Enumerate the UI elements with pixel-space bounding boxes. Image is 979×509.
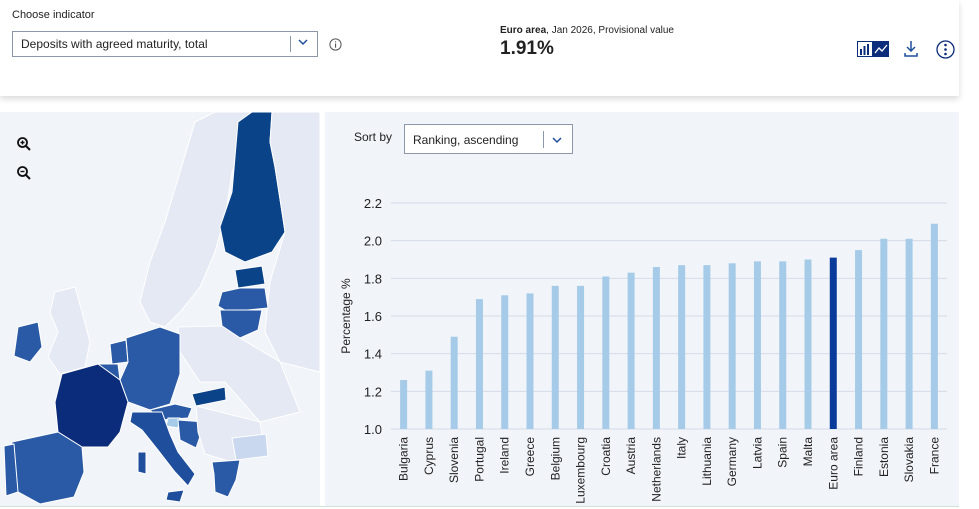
x-tick-label: Estonia bbox=[877, 437, 891, 477]
map-region-ireland[interactable] bbox=[13, 321, 43, 363]
europe-map-canvas bbox=[3, 112, 320, 505]
x-tick-label: Ireland bbox=[498, 437, 512, 474]
map-region-france[interactable] bbox=[54, 363, 129, 448]
bar-chart: 1.0 1.2 1.4 1.6 1.8 2.0 2.2 Percentage % Bulgari… bbox=[339, 196, 947, 504]
select-divider bbox=[543, 131, 544, 148]
info-icon[interactable] bbox=[329, 38, 342, 51]
bar-austria[interactable] bbox=[627, 272, 635, 429]
bar-greece[interactable] bbox=[526, 293, 534, 429]
x-tick-label: Lithuania bbox=[700, 437, 714, 486]
x-tick-label: Belgium bbox=[548, 437, 562, 480]
bar-germany[interactable] bbox=[728, 263, 736, 429]
map-region-uk bbox=[47, 286, 91, 375]
y-tick-label: 1.0 bbox=[364, 422, 382, 437]
area-name: Euro area bbox=[500, 25, 547, 36]
zoom-out-icon[interactable] bbox=[16, 165, 32, 181]
map-region-lithuania[interactable] bbox=[219, 309, 263, 339]
map-region-bulgaria[interactable] bbox=[231, 433, 269, 461]
map-region-east bbox=[264, 112, 320, 373]
bar-latvia[interactable] bbox=[753, 261, 761, 429]
headline-value: 1.91% bbox=[500, 38, 554, 59]
footer-divider bbox=[0, 506, 959, 507]
bar-luxembourg[interactable] bbox=[577, 285, 585, 429]
bar-bulgaria[interactable] bbox=[400, 380, 408, 429]
y-tick-label: 1.8 bbox=[364, 271, 382, 286]
bar-slovakia[interactable] bbox=[905, 238, 913, 429]
x-tick-label: Bulgaria bbox=[397, 437, 411, 481]
x-tick-label: Slovakia bbox=[902, 437, 916, 483]
bar-lithuania[interactable] bbox=[703, 265, 711, 429]
bar-belgium[interactable] bbox=[551, 285, 559, 429]
x-tick-label: Austria bbox=[624, 437, 638, 475]
x-tick-label: Finland bbox=[852, 437, 866, 476]
x-tick-label: Spain bbox=[776, 437, 790, 468]
download-icon[interactable] bbox=[903, 40, 919, 58]
x-tick-label: Greece bbox=[523, 437, 537, 477]
indicator-header: Choose indicator Deposits with agreed ma… bbox=[0, 0, 959, 96]
x-tick-label: Slovenia bbox=[447, 437, 461, 483]
europe-map[interactable] bbox=[0, 112, 320, 507]
chart-panel: 1.0 1.2 1.4 1.6 1.8 2.0 2.2 Percentage % Bulgari… bbox=[325, 112, 959, 507]
map-region-central-east bbox=[177, 325, 301, 423]
map-region-slovenia[interactable] bbox=[165, 417, 181, 429]
bar-cyprus[interactable] bbox=[425, 370, 433, 429]
y-tick-label: 1.4 bbox=[364, 347, 382, 362]
x-tick-label: Italy bbox=[675, 437, 689, 459]
map-region-slovakia[interactable] bbox=[191, 386, 227, 407]
bar-line-chart-icon[interactable] bbox=[857, 41, 889, 57]
more-options-icon[interactable] bbox=[936, 40, 955, 59]
x-tick-label: Germany bbox=[725, 437, 739, 486]
x-tick-label: Cyprus bbox=[422, 437, 436, 475]
sort-select[interactable]: Ranking, ascending bbox=[404, 124, 573, 154]
sort-select-value: Ranking, ascending bbox=[413, 133, 519, 147]
sort-by-label: Sort by bbox=[354, 130, 393, 144]
indicator-select-value: Deposits with agreed maturity, total bbox=[21, 37, 208, 51]
bar-spain[interactable] bbox=[779, 261, 787, 429]
y-tick-label: 2.0 bbox=[364, 234, 382, 249]
bar-croatia[interactable] bbox=[602, 276, 610, 429]
bar-estonia[interactable] bbox=[880, 238, 888, 429]
map-region-italy[interactable] bbox=[129, 411, 196, 487]
x-tick-label: France bbox=[927, 437, 941, 475]
map-region-latvia[interactable] bbox=[217, 287, 269, 313]
indicator-select[interactable]: Deposits with agreed maturity, total bbox=[12, 31, 318, 57]
x-tick-label: Croatia bbox=[599, 437, 613, 476]
x-tick-label: Luxembourg bbox=[574, 437, 588, 504]
map-region-portugal[interactable] bbox=[3, 443, 19, 497]
bar-ireland[interactable] bbox=[501, 295, 509, 429]
bar-italy[interactable] bbox=[678, 265, 686, 429]
map-region-greece[interactable] bbox=[211, 459, 241, 498]
chevron-down-icon[interactable] bbox=[297, 36, 309, 48]
choose-indicator-label: Choose indicator bbox=[12, 9, 95, 21]
headline-caption: Euro area, Jan 2026, Provisional value bbox=[500, 25, 674, 36]
x-tick-label: Latvia bbox=[750, 437, 764, 469]
x-tick-label: Euro area bbox=[826, 437, 840, 490]
y-tick-label: 2.2 bbox=[364, 196, 382, 211]
x-tick-label: Netherlands bbox=[649, 437, 663, 502]
x-tick-label: Portugal bbox=[472, 437, 486, 482]
bar-euro-area[interactable] bbox=[829, 257, 837, 429]
map-region-sardinia[interactable] bbox=[137, 451, 147, 475]
x-tick-label: Malta bbox=[801, 437, 815, 467]
zoom-in-icon[interactable] bbox=[16, 136, 32, 152]
chevron-down-icon[interactable] bbox=[551, 134, 563, 146]
bar-netherlands[interactable] bbox=[652, 267, 660, 429]
y-tick-label: 1.6 bbox=[364, 309, 382, 324]
bar-finland[interactable] bbox=[855, 250, 863, 429]
map-region-germany[interactable] bbox=[119, 326, 181, 411]
y-tick-label: 1.2 bbox=[364, 384, 382, 399]
map-region-netherlands[interactable] bbox=[109, 339, 129, 365]
y-axis-label: Percentage % bbox=[339, 278, 353, 354]
bar-france[interactable] bbox=[930, 223, 938, 429]
bar-malta[interactable] bbox=[804, 259, 812, 430]
map-region-spain[interactable] bbox=[11, 431, 85, 505]
map-region-estonia[interactable] bbox=[234, 265, 266, 289]
bar-slovenia[interactable] bbox=[450, 336, 458, 429]
bar-portugal[interactable] bbox=[475, 299, 483, 429]
map-region-sicily[interactable] bbox=[165, 489, 185, 503]
area-detail: , Jan 2026, Provisional value bbox=[546, 25, 674, 36]
select-divider bbox=[290, 36, 291, 52]
